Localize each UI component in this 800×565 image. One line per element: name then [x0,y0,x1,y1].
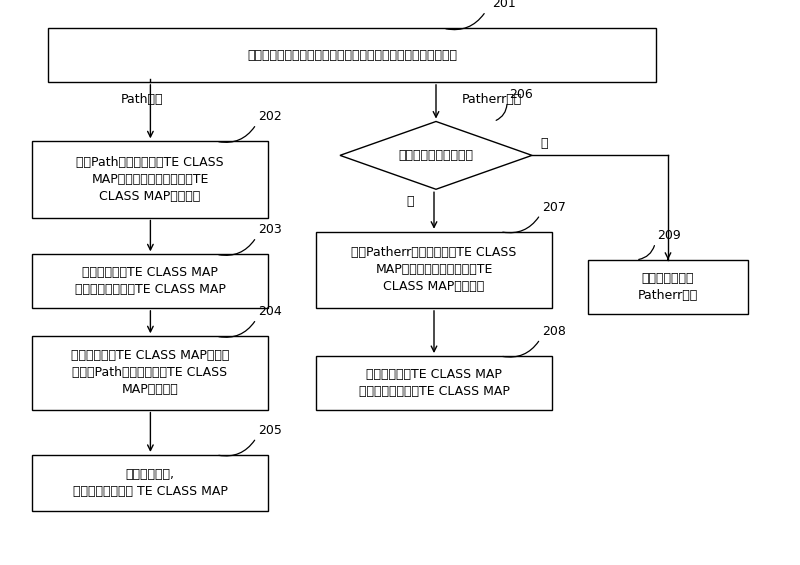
Text: 206: 206 [509,88,533,101]
Text: 将自身保存的TE CLASS MAP
更新为优先级高的TE CLASS MAP: 将自身保存的TE CLASS MAP 更新为优先级高的TE CLASS MAP [358,368,510,398]
Text: 向上游节点转发
Patherr消息: 向上游节点转发 Patherr消息 [638,272,698,302]
Bar [588,260,748,314]
Text: 接收携带流量控制等级表及流量控制等级表的优先级信息的消息: 接收携带流量控制等级表及流量控制等级表的优先级信息的消息 [247,49,457,62]
Text: 比较更新后的TE CLASS MAP与更新
前以及Path消息中携带的TE CLASS
MAP是否相同: 比较更新后的TE CLASS MAP与更新 前以及Path消息中携带的TE CL… [71,349,229,397]
Text: 判断自身是否为头节点: 判断自身是否为头节点 [398,149,474,162]
Text: 204: 204 [258,305,282,318]
Bar [316,232,552,308]
Bar [32,455,268,511]
Text: 是: 是 [406,195,414,208]
Text: 202: 202 [258,110,282,123]
Bar [316,356,552,410]
Bar [32,141,268,218]
Bar [32,336,268,410]
Text: 将自身保存的TE CLASS MAP
更新为优先级高的TE CLASS MAP: 将自身保存的TE CLASS MAP 更新为优先级高的TE CLASS MAP [74,266,226,296]
Text: Patherr消息: Patherr消息 [462,93,522,106]
Polygon shape [340,121,532,189]
Text: 209: 209 [657,229,681,242]
Text: 比较Path消息中携带的TE CLASS
MAP的优先级与自身保存的TE
CLASS MAP的优先级: 比较Path消息中携带的TE CLASS MAP的优先级与自身保存的TE CLA… [76,156,224,203]
Bar [48,28,656,82]
Bar [32,254,268,308]
Text: 203: 203 [258,223,282,236]
Text: 根据比较结果,
指示其他节点更新 TE CLASS MAP: 根据比较结果, 指示其他节点更新 TE CLASS MAP [73,468,227,498]
Text: 208: 208 [542,325,566,338]
Text: 比较Patherr消息中携带的TE CLASS
MAP的优先级与自身保存的TE
CLASS MAP的优先级: 比较Patherr消息中携带的TE CLASS MAP的优先级与自身保存的TE … [351,246,517,293]
Text: 205: 205 [258,424,282,437]
Text: 否: 否 [540,137,547,150]
Text: Path消息: Path消息 [121,93,164,106]
Text: 201: 201 [492,0,515,10]
Text: 207: 207 [542,201,566,214]
